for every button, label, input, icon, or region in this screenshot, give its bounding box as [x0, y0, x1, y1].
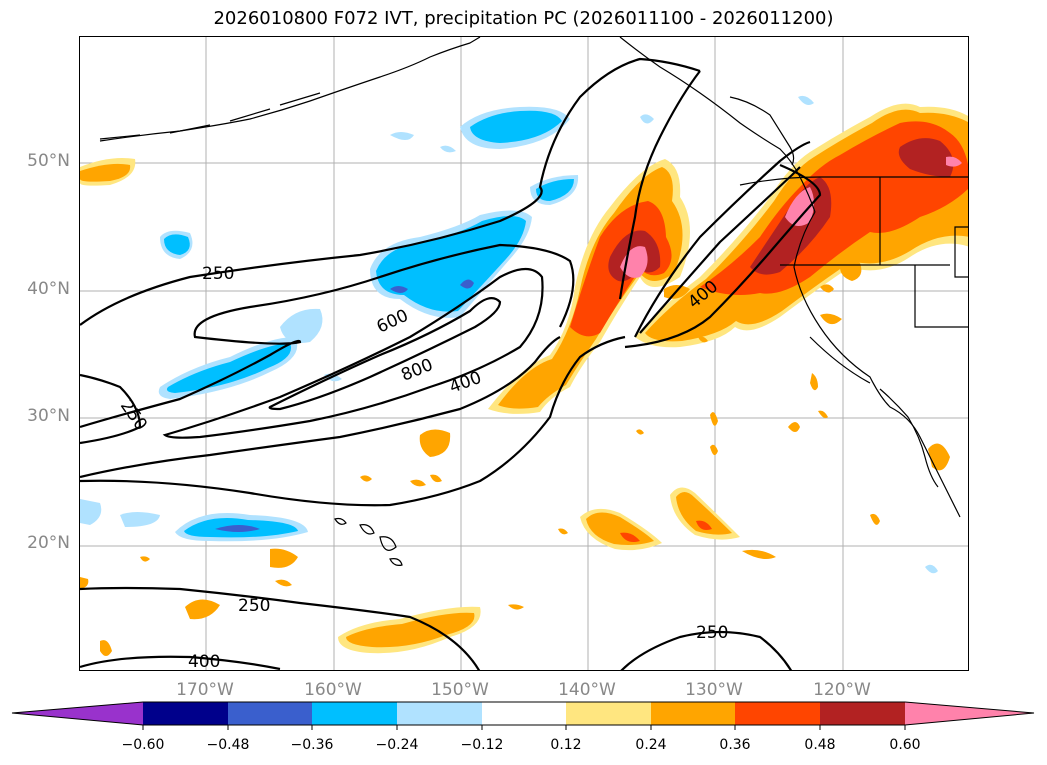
warm-band-coast-pink: [785, 156, 962, 226]
warm-inland-right: [820, 260, 862, 293]
colorbar-tick-label: 0.24: [635, 737, 667, 753]
ivt-contour-400-mid: [80, 336, 561, 479]
ivt-contour-250-north: [80, 57, 701, 326]
colorbar-tick-label: −0.24: [375, 737, 419, 753]
blue-patch-5-core: [164, 234, 190, 255]
coastline-alaska: [99, 37, 816, 213]
ivt-contour-250-north-upper: [618, 70, 701, 300]
blue-patch-7-dark: [215, 525, 260, 532]
lat-label-20n: 20°N: [27, 533, 70, 553]
map-panel: 250 250 600 800 400 400 250 400 250: [79, 36, 969, 671]
colorbar-tick-label: 0.36: [719, 737, 751, 753]
map-title: 2026010800 F072 IVT, precipitation PC (2…: [213, 8, 834, 29]
blue-patch-1-core: [470, 110, 562, 143]
warm-patch-south-3-red: [696, 520, 712, 530]
blue-patch-8: [120, 512, 160, 527]
blue-patch-4: [280, 308, 323, 343]
lat-label-50n: 50°N: [27, 151, 70, 171]
colorbar-ticks: [142, 725, 906, 730]
lon-label-160w: 160°W: [304, 680, 362, 700]
contour-label-600: 600: [374, 306, 412, 338]
contour-label-250-d: 250: [696, 623, 728, 643]
warm-patch-small: [80, 285, 950, 656]
blue-patch-2-core: [376, 216, 526, 312]
ivt-contour-coast-250: [624, 163, 822, 349]
blue-patch-2-dark: [390, 279, 474, 293]
ivt-contour-400-south: [80, 655, 281, 670]
warm-patch-west-orange: [80, 163, 131, 182]
warm-patch-south-2-red: [620, 532, 640, 542]
colorbar-swatch-7: [651, 702, 735, 725]
ivt-contour-800: [268, 297, 502, 411]
lat-label-30n: 30°N: [27, 406, 70, 426]
ivt-contour-250-west: [80, 373, 142, 445]
colorbar-tick-label: 0.12: [550, 737, 582, 753]
colorbar-tick-label: 0.60: [889, 737, 921, 753]
coastline-baja: [879, 388, 939, 488]
ivt-contour-250-southeast: [620, 630, 793, 670]
ivt-contour-inner-coast: [634, 140, 811, 338]
colorbar-swatch-9: [820, 702, 905, 725]
contour-label-400-c: 400: [188, 652, 220, 671]
warm-patch-south-3-orange: [676, 492, 732, 535]
lon-label-170w: 170°W: [176, 680, 234, 700]
blue-patch-9: [80, 499, 102, 525]
colorbar-tick-label: −0.36: [290, 737, 334, 753]
warm-patch-south-1-orange: [346, 612, 475, 648]
hawaii-islands: [334, 517, 403, 566]
coastlines: [99, 37, 968, 566]
contour-label-800: 800: [398, 355, 436, 386]
warm-patch-south-2-orange: [586, 512, 654, 545]
colorbar-swatch-1: [143, 702, 228, 725]
colorbar-swatch-0: [12, 702, 143, 725]
lon-label-140w: 140°W: [558, 680, 616, 700]
lon-label-130w: 130°W: [685, 680, 743, 700]
ivt-contours: [80, 57, 822, 670]
graticule: [80, 37, 968, 670]
coastline-bc: [729, 96, 795, 166]
colorbar-tick-label: −0.12: [460, 737, 504, 753]
lon-label-120w: 120°W: [813, 680, 871, 700]
blue-patch-6-core: [536, 179, 574, 201]
colorbar-swatch-6: [566, 702, 651, 725]
negative-anomaly-shading: [80, 95, 938, 574]
blue-patch-3-core: [166, 343, 292, 393]
map-canvas: 250 250 600 800 400 400 250 400 250: [80, 37, 968, 671]
colorbar: [11, 701, 1035, 730]
ivt-contour-coast-400: [639, 166, 801, 334]
contour-label-250-a: 250: [202, 264, 234, 284]
contour-label-250-c: 250: [238, 596, 270, 616]
colorbar-tick-label: 0.48: [804, 737, 836, 753]
ivt-contour-250-mid: [80, 335, 626, 507]
colorbar-swatch-10: [905, 702, 1034, 725]
colorbar-swatch-4: [397, 702, 482, 725]
colorbar-tick-label: −0.48: [206, 737, 250, 753]
ivt-contour-400-outer: [80, 243, 575, 429]
state-borders: [739, 176, 968, 384]
colorbar-swatch-8: [735, 702, 820, 725]
colorbar-tick-label: −0.60: [121, 737, 165, 753]
colorbar-swatch-5: [482, 702, 566, 725]
contour-label-400-a: 400: [447, 368, 484, 398]
lat-label-40n: 40°N: [27, 279, 70, 299]
coastline-north-america: [793, 211, 961, 518]
aleutian-islands: [99, 92, 321, 140]
colorbar-swatch-2: [228, 702, 312, 725]
ivt-contour-600: [162, 267, 544, 439]
lon-label-150w: 150°W: [431, 680, 489, 700]
colorbar-swatch-3: [312, 702, 397, 725]
ivt-contour-250-south: [80, 586, 481, 670]
